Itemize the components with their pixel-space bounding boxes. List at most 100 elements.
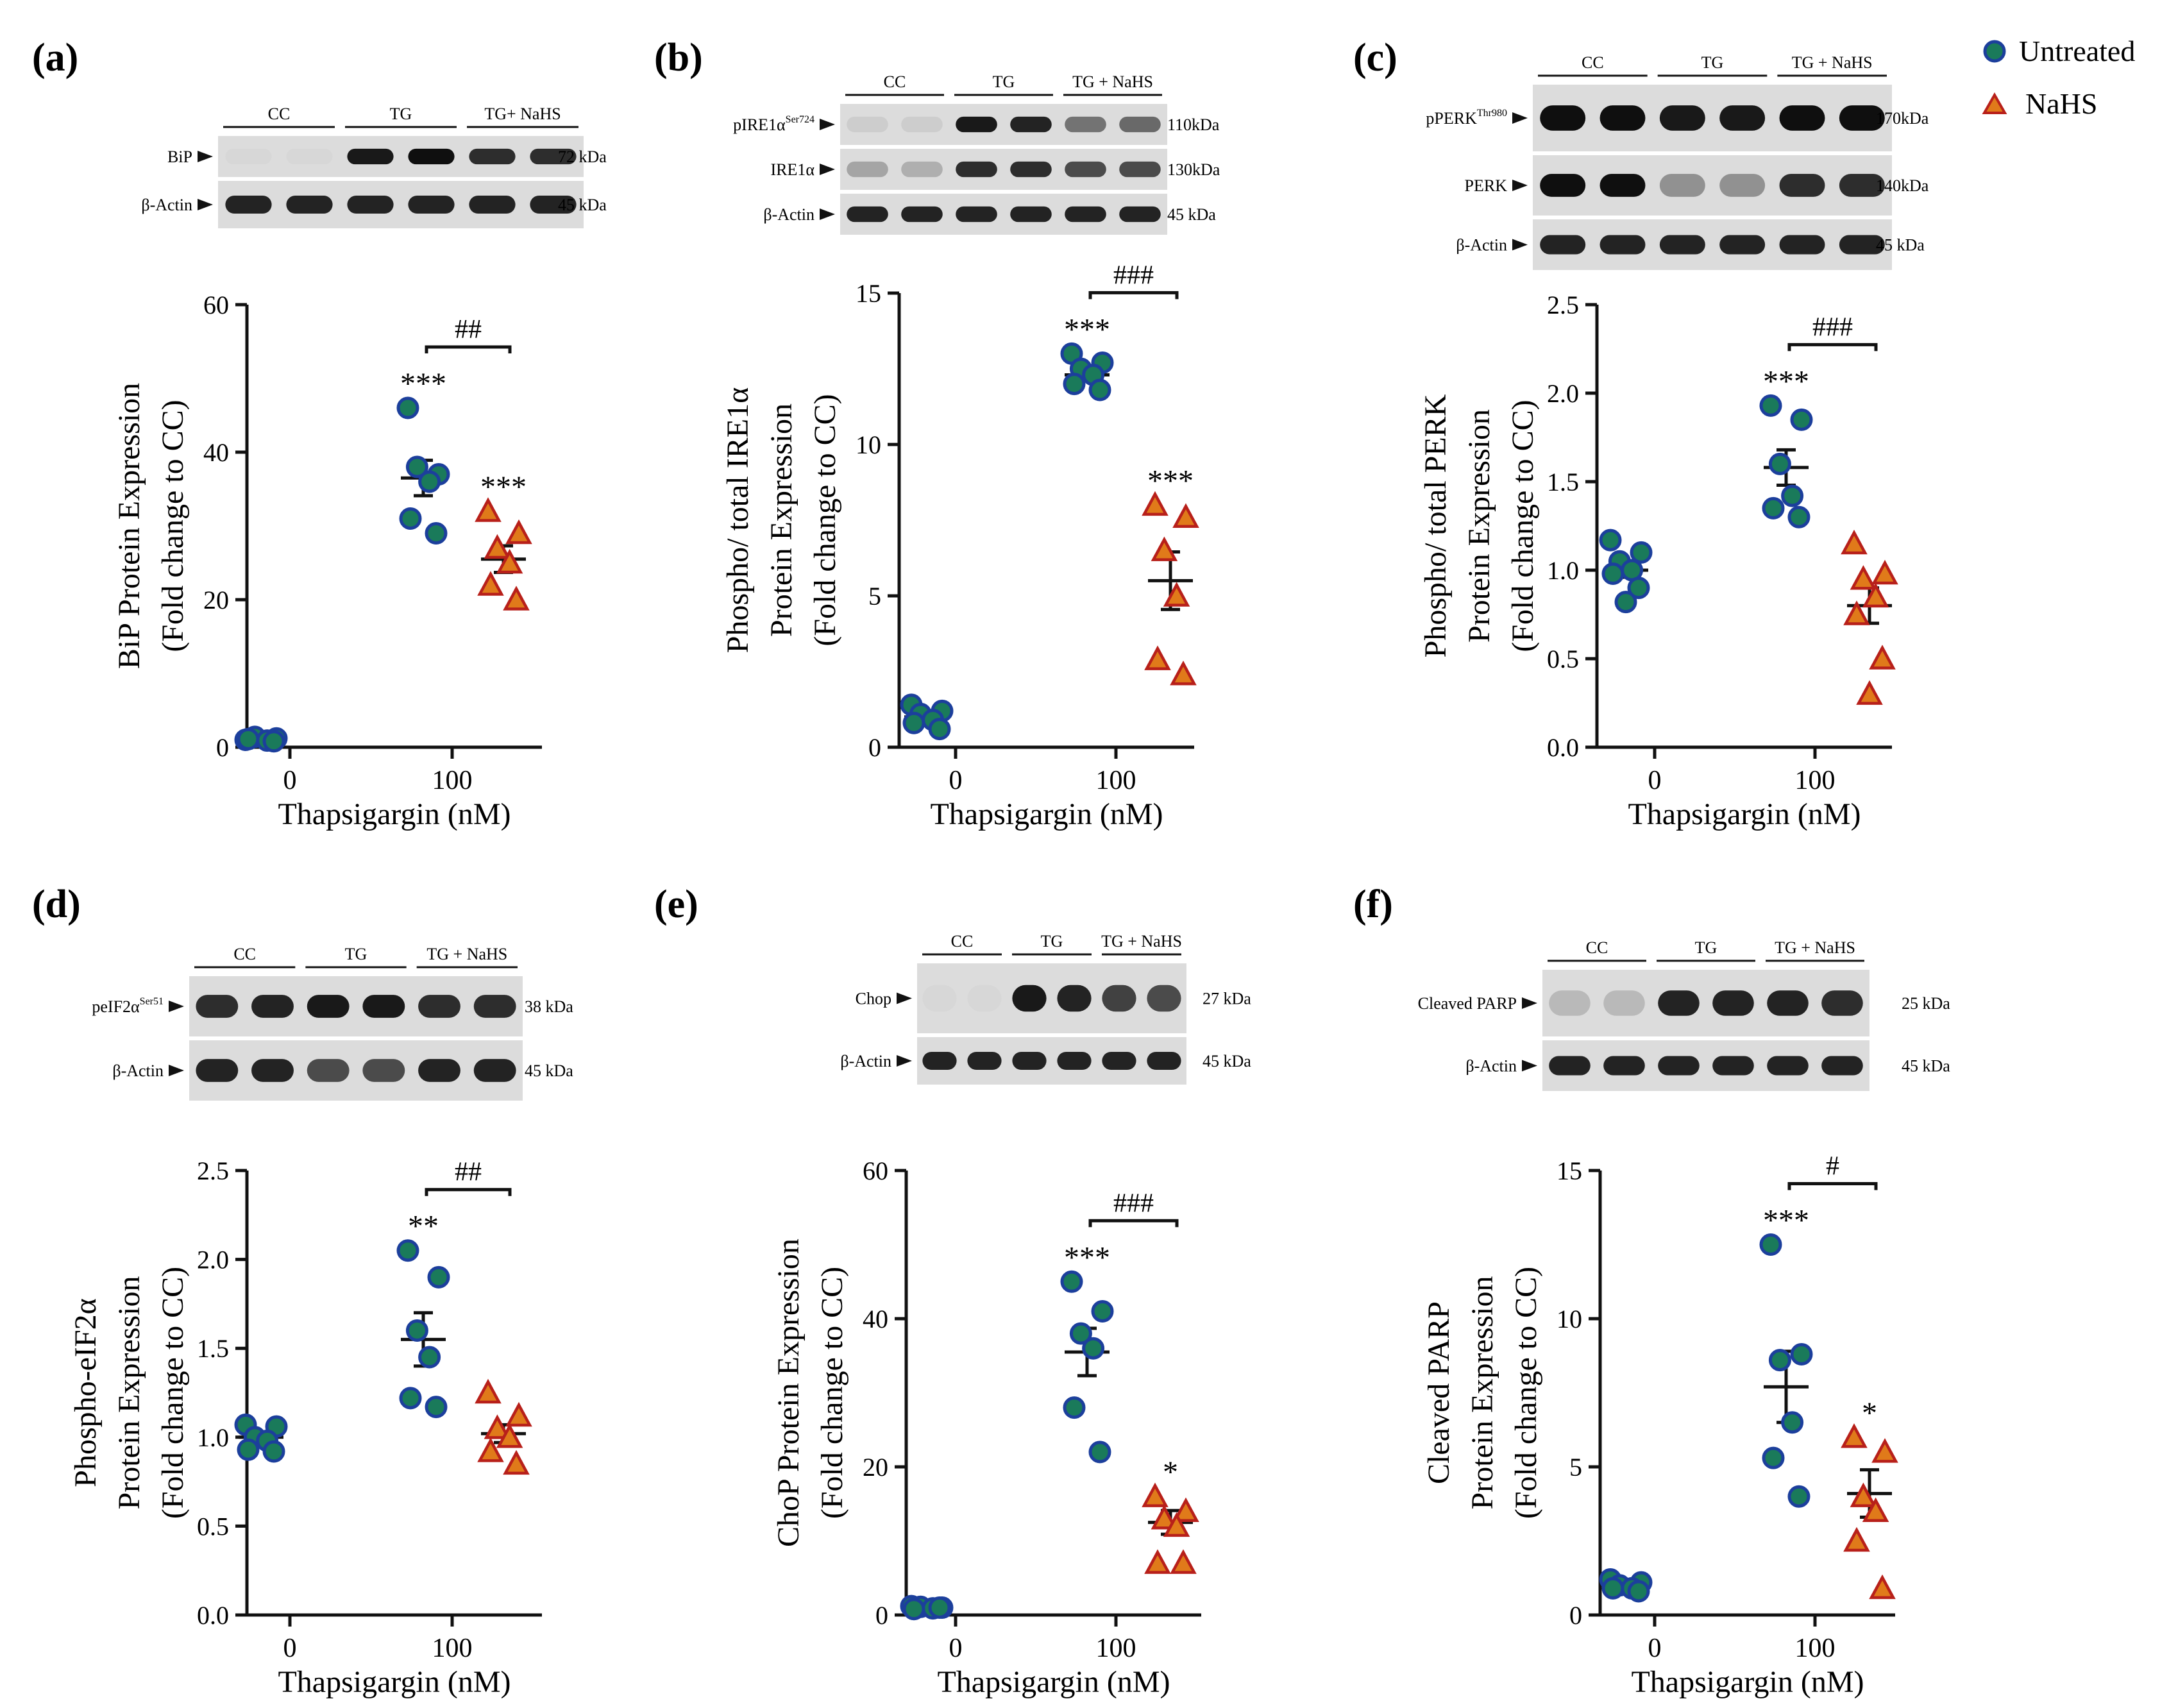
- y-axis-label: Phospho-eIF2α: [69, 1298, 103, 1487]
- blot-band: [1839, 105, 1885, 131]
- significance-marker: ***: [1763, 364, 1809, 398]
- blot-kda-label: 38 kDa: [525, 997, 573, 1016]
- x-axis-label: Thapsigargin (nM): [278, 1665, 511, 1699]
- blot-group-label: TG: [1695, 938, 1717, 957]
- blot-band: [1719, 174, 1766, 197]
- y-tick-label: 0.0: [1547, 733, 1579, 762]
- blot-band: [196, 995, 239, 1018]
- data-point-untreated: [396, 1239, 419, 1262]
- y-tick-label: 1.5: [197, 1334, 229, 1363]
- x-tick-label: 100: [432, 1634, 473, 1663]
- legend: Untreated NaHS: [1982, 35, 2135, 120]
- x-tick-label: 100: [1795, 766, 1836, 795]
- blot-membrane: [218, 181, 584, 228]
- blot-band: [1839, 174, 1885, 197]
- blot-band: [1012, 1051, 1047, 1070]
- data-point-untreated: [396, 396, 419, 419]
- blot-band: [1057, 985, 1092, 1012]
- blot-band: [1658, 990, 1700, 1016]
- blot-group-label: CC: [1582, 53, 1604, 72]
- blot-band: [967, 1051, 1002, 1070]
- blot-band: [225, 148, 272, 165]
- blot-band: [1065, 161, 1106, 178]
- blot-band: [347, 195, 394, 214]
- data-point-untreated: [1790, 408, 1813, 431]
- y-tick-label: 5: [1569, 1453, 1582, 1482]
- blot-group-label: CC: [951, 932, 974, 951]
- y-tick-label: 10: [856, 430, 881, 459]
- data-point-untreated: [1614, 591, 1637, 614]
- significance-marker: ***: [1064, 312, 1110, 346]
- panel-label: (e): [654, 883, 698, 926]
- blot-group-label: CC: [268, 105, 291, 123]
- blot-band: [1119, 116, 1161, 133]
- blot-row-label: pPERKThr980: [1426, 108, 1507, 128]
- y-tick-label: 20: [863, 1453, 888, 1482]
- blot-band: [1010, 161, 1052, 178]
- y-tick-label: 2.5: [1547, 291, 1579, 319]
- blot-band: [1779, 174, 1825, 197]
- blot-band: [362, 995, 405, 1018]
- blot-kda-label: 170kDa: [1876, 109, 1929, 128]
- blot-kda-label: 27 kDa: [1203, 990, 1251, 1008]
- data-point-untreated: [1069, 1322, 1092, 1345]
- blot-band: [469, 195, 516, 214]
- blot-band: [469, 148, 516, 165]
- blot-row-label-sup: Ser51: [140, 996, 164, 1007]
- x-tick-label: 0: [1648, 1634, 1662, 1663]
- blot-band: [1057, 1051, 1092, 1070]
- data-point-nahs: [1871, 559, 1898, 585]
- blot-arrow-icon: [198, 151, 213, 162]
- y-axis-label: Protein Expression: [1462, 409, 1496, 643]
- y-tick-label: 1.0: [1547, 556, 1579, 585]
- blot-arrow-icon: [1512, 239, 1528, 251]
- data-point-untreated: [1601, 1577, 1625, 1600]
- legend-nahs-marker: [1982, 92, 2007, 114]
- blot-kda-label: 45 kDa: [1167, 205, 1216, 224]
- y-tick-label: 60: [863, 1156, 888, 1185]
- data-point-nahs: [1862, 1497, 1889, 1522]
- x-axis-label: Thapsigargin (nM): [930, 797, 1163, 831]
- blot-group-label: TG: [345, 945, 367, 963]
- blot-kda-label: 45 kDa: [525, 1061, 573, 1080]
- data-point-nahs: [1144, 645, 1171, 670]
- blot-row-label: β-Actin: [840, 1052, 891, 1070]
- significance-marker: *: [1163, 1455, 1178, 1489]
- data-point-nahs: [1862, 582, 1889, 608]
- y-axis-label: (Fold change to CC): [1509, 1267, 1543, 1519]
- blot-band: [901, 161, 943, 178]
- data-point-nahs: [1850, 1482, 1877, 1507]
- blot-band: [408, 148, 455, 165]
- blot-arrow-icon: [820, 208, 835, 220]
- x-tick-label: 0: [949, 1634, 963, 1663]
- data-point-untreated: [1781, 484, 1804, 507]
- blot-row-label: β-Actin: [1465, 1057, 1517, 1076]
- data-point-untreated: [1762, 496, 1785, 520]
- blot-row-label: IRE1α: [770, 160, 814, 179]
- x-axis-label: Thapsigargin (nM): [1631, 1665, 1864, 1699]
- blot-band: [1712, 1056, 1754, 1076]
- data-point-untreated: [1088, 378, 1111, 402]
- blot-arrow-icon: [897, 1055, 912, 1067]
- significance-marker: ###: [1812, 312, 1853, 342]
- blot-membrane: [1533, 219, 1892, 270]
- significance-marker: **: [408, 1210, 439, 1244]
- y-tick-label: 0: [1569, 1601, 1582, 1630]
- blot-band: [922, 985, 957, 1012]
- y-axis-label: Phospho/ total PERK: [1419, 394, 1453, 657]
- y-tick-label: 2.0: [197, 1246, 229, 1274]
- blot-membrane: [840, 194, 1167, 235]
- blot-band: [1549, 990, 1591, 1016]
- blot-band: [251, 995, 294, 1018]
- significance-bracket: [1787, 1182, 1878, 1190]
- y-axis-label: Protein Expression: [1465, 1276, 1499, 1510]
- data-point-untreated: [399, 507, 422, 530]
- blot-band: [1065, 116, 1106, 133]
- blot-band: [251, 1059, 294, 1082]
- blot-arrow-icon: [169, 1001, 184, 1012]
- blot-band: [530, 148, 577, 165]
- blot-group-label: TG + NaHS: [1792, 53, 1873, 72]
- significance-marker: ***: [1763, 1204, 1809, 1238]
